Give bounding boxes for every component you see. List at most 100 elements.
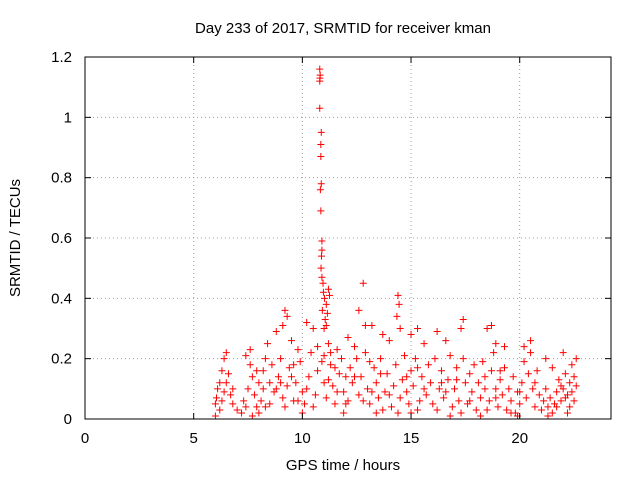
data-point — [314, 367, 322, 375]
data-point — [372, 379, 380, 387]
data-point — [498, 391, 506, 399]
data-point — [274, 373, 282, 381]
data-point — [531, 403, 539, 411]
data-point — [403, 388, 411, 396]
data-point — [253, 367, 261, 375]
data-point — [570, 373, 578, 381]
data-point — [377, 370, 385, 378]
data-point — [359, 279, 367, 287]
data-point — [477, 394, 485, 402]
data-point — [351, 373, 359, 381]
data-point — [309, 325, 317, 332]
data-point — [442, 388, 450, 396]
data-point — [321, 294, 329, 302]
data-point — [394, 291, 402, 299]
data-point — [487, 367, 495, 375]
data-point — [242, 352, 250, 360]
grid-lines — [85, 57, 611, 419]
data-point — [266, 379, 274, 387]
data-point — [481, 385, 489, 393]
data-point — [340, 388, 348, 396]
data-point — [366, 358, 374, 366]
data-point — [246, 361, 254, 369]
data-point — [457, 325, 465, 332]
data-point — [359, 397, 367, 405]
data-point — [220, 388, 228, 396]
data-point — [318, 358, 326, 366]
data-point — [324, 376, 332, 384]
data-point — [237, 409, 245, 417]
data-point — [253, 403, 261, 411]
data-point — [537, 406, 545, 414]
y-tick-label: 0.2 — [51, 351, 72, 368]
data-point — [379, 331, 387, 339]
data-point — [346, 364, 354, 372]
data-point — [305, 373, 313, 381]
data-point — [446, 412, 454, 420]
data-point — [553, 388, 561, 396]
data-point — [268, 361, 276, 369]
data-point — [259, 367, 267, 375]
data-point — [520, 358, 528, 366]
data-point — [566, 403, 574, 411]
data-point — [246, 346, 254, 354]
data-point — [316, 186, 324, 194]
data-point — [496, 367, 504, 375]
data-point — [544, 412, 552, 420]
data-point — [559, 349, 567, 357]
data-point — [211, 412, 219, 420]
data-point — [316, 74, 324, 82]
data-point — [411, 355, 419, 363]
data-point — [466, 370, 474, 378]
data-point — [437, 367, 445, 375]
data-point — [326, 291, 334, 299]
data-point — [492, 340, 500, 348]
data-point — [385, 391, 393, 399]
data-point — [420, 340, 428, 348]
data-point — [455, 397, 463, 405]
data-point — [316, 104, 324, 112]
data-point — [309, 403, 317, 411]
data-point — [474, 379, 482, 387]
data-point — [333, 346, 341, 354]
data-point — [259, 385, 267, 393]
data-point — [296, 358, 304, 366]
data-point — [401, 352, 409, 360]
data-point — [548, 409, 556, 417]
data-point — [279, 394, 287, 402]
data-point — [281, 403, 289, 411]
data-point — [407, 331, 415, 339]
data-point — [503, 406, 511, 414]
data-point — [524, 370, 532, 378]
data-point — [424, 361, 432, 369]
data-point — [361, 349, 369, 357]
data-point — [383, 370, 391, 378]
data-point — [442, 337, 450, 345]
data-point — [516, 400, 524, 408]
data-point — [214, 385, 222, 393]
data-point — [244, 385, 252, 393]
data-point — [466, 397, 474, 405]
data-point — [553, 403, 561, 411]
data-point — [242, 403, 250, 411]
data-point — [433, 406, 441, 414]
data-point — [542, 355, 550, 363]
data-point — [451, 385, 459, 393]
data-point — [317, 207, 325, 215]
data-point — [557, 382, 565, 390]
data-point — [307, 349, 315, 357]
data-point — [224, 370, 232, 378]
data-point — [568, 388, 576, 396]
data-point — [414, 325, 422, 332]
data-point — [542, 385, 550, 393]
data-point — [390, 382, 398, 390]
data-point — [317, 128, 325, 136]
data-point — [505, 385, 513, 393]
data-point — [318, 273, 326, 281]
data-point — [457, 409, 465, 417]
data-point — [298, 388, 306, 396]
data-point — [414, 406, 422, 414]
y-axis-label: SRMTID / TECUs — [7, 179, 24, 297]
data-point — [364, 385, 372, 393]
data-point — [446, 352, 454, 360]
